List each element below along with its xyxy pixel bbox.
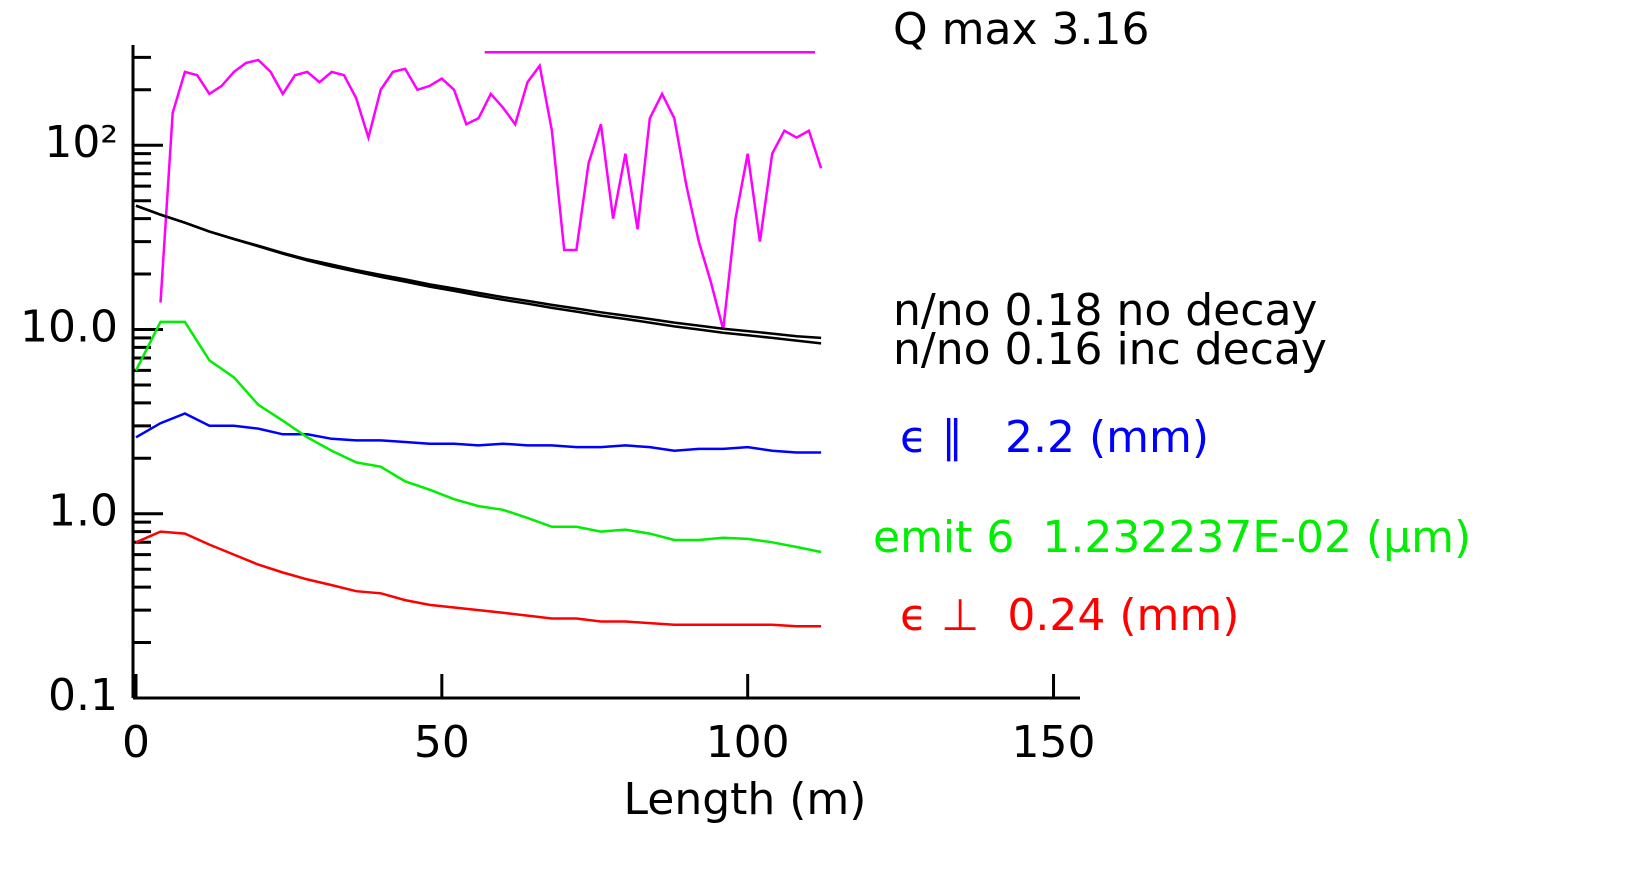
- series-line: [134, 320, 822, 554]
- x-tick-label: 100: [706, 717, 790, 768]
- annotation: ϵ ⊥ 0.24 (mm): [900, 590, 1239, 641]
- annotation: Q max 3.16: [893, 4, 1149, 55]
- annotation: ϵ ∥ 2.2 (mm): [900, 412, 1209, 463]
- annotation: n/no 0.16 inc decay: [893, 324, 1327, 375]
- y-tick-label: 1.0: [48, 486, 118, 537]
- series-line: [135, 204, 822, 340]
- annotation: n/no 0.18 no decay: [893, 285, 1317, 336]
- series-line: [135, 204, 822, 345]
- x-tick-label: 0: [122, 717, 150, 768]
- x-tick-label: 50: [414, 717, 470, 768]
- series-line: [135, 530, 822, 628]
- x-axis-label: Length (m): [624, 774, 867, 825]
- y-tick-label: 10.0: [20, 301, 118, 352]
- series-line: [159, 58, 823, 330]
- series-line: [135, 412, 822, 454]
- y-tick-label: 0.1: [48, 670, 118, 721]
- x-tick-label: 150: [1012, 717, 1096, 768]
- annotation: emit 6 1.232237E-02 (μm): [873, 512, 1471, 563]
- y-tick-label: 10²: [44, 117, 118, 168]
